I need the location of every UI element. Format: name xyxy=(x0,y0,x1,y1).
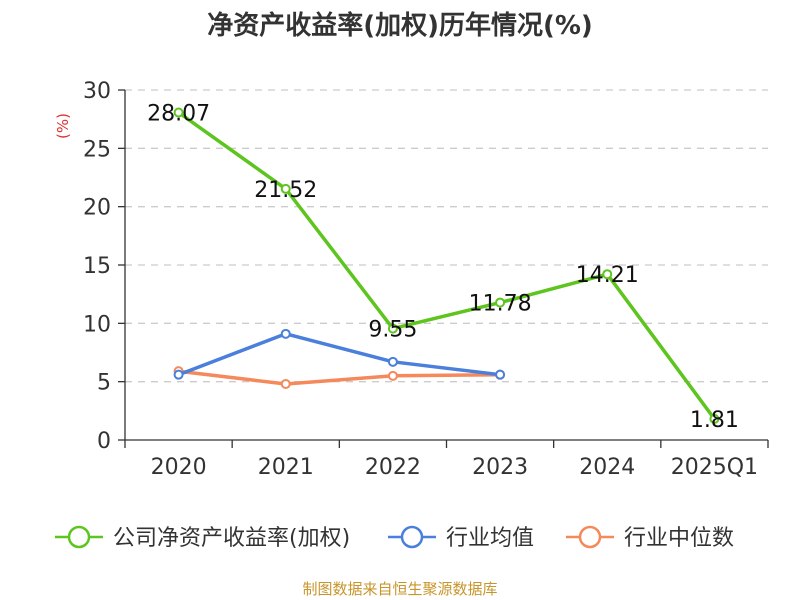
x-tick-label: 2025Q1 xyxy=(671,455,758,480)
legend-label: 公司净资产收益率(加权) xyxy=(113,526,350,551)
data-point xyxy=(280,379,291,389)
data-point xyxy=(173,107,184,118)
x-tick-label: 2021 xyxy=(258,455,314,480)
series-line xyxy=(177,111,716,420)
y-axis-label: (%) xyxy=(54,113,72,139)
legend: 公司净资产收益率(加权) 行业均值 行业中位数 xyxy=(55,525,734,551)
axes: 0 5 10 15 20 25 30 2020 2021 2022 2023 2024 2025Q1 xyxy=(83,79,769,480)
legend-marker xyxy=(578,525,602,549)
data-label: 1.81 xyxy=(690,408,739,433)
data-labels: 28.07 21.52 9.55 11.78 14.21 1.81 xyxy=(147,102,739,433)
y-tick-label: 30 xyxy=(83,79,111,104)
data-point xyxy=(709,413,720,424)
data-point xyxy=(495,297,506,308)
y-tick-label: 5 xyxy=(97,371,111,396)
data-label: 28.07 xyxy=(147,102,210,127)
series-line xyxy=(177,332,501,377)
x-tick-label: 2023 xyxy=(472,455,528,480)
x-tick-label: 2024 xyxy=(579,455,635,480)
data-point xyxy=(602,269,613,280)
data-label: 21.52 xyxy=(254,178,317,203)
y-tick-label: 0 xyxy=(97,429,111,454)
legend-marker xyxy=(67,525,91,549)
data-point xyxy=(387,370,398,381)
data-point xyxy=(495,369,506,380)
chart-title: 净资产收益率(加权)历年情况(%) xyxy=(207,10,593,41)
y-tick-label: 10 xyxy=(83,312,111,337)
series-group xyxy=(173,107,720,424)
legend-label: 行业均值 xyxy=(446,526,534,551)
data-point xyxy=(280,328,291,339)
x-tick-label: 2022 xyxy=(365,455,421,480)
x-tick-label: 2020 xyxy=(151,455,207,480)
data-label: 9.55 xyxy=(368,318,417,343)
y-tick-label: 25 xyxy=(83,137,111,162)
data-point xyxy=(387,323,398,334)
y-tick-label: 20 xyxy=(83,196,111,221)
y-tick-label: 15 xyxy=(83,254,111,279)
data-point xyxy=(173,369,184,380)
data-point xyxy=(280,183,291,194)
grid xyxy=(125,89,768,383)
data-label: 14.21 xyxy=(576,263,639,288)
legend-marker xyxy=(400,525,424,549)
data-label: 11.78 xyxy=(469,292,532,317)
series-line xyxy=(178,369,501,386)
legend-label: 行业中位数 xyxy=(624,526,734,551)
source-note: 制图数据来自恒生聚源数据库 xyxy=(302,580,497,598)
data-point xyxy=(387,356,398,367)
